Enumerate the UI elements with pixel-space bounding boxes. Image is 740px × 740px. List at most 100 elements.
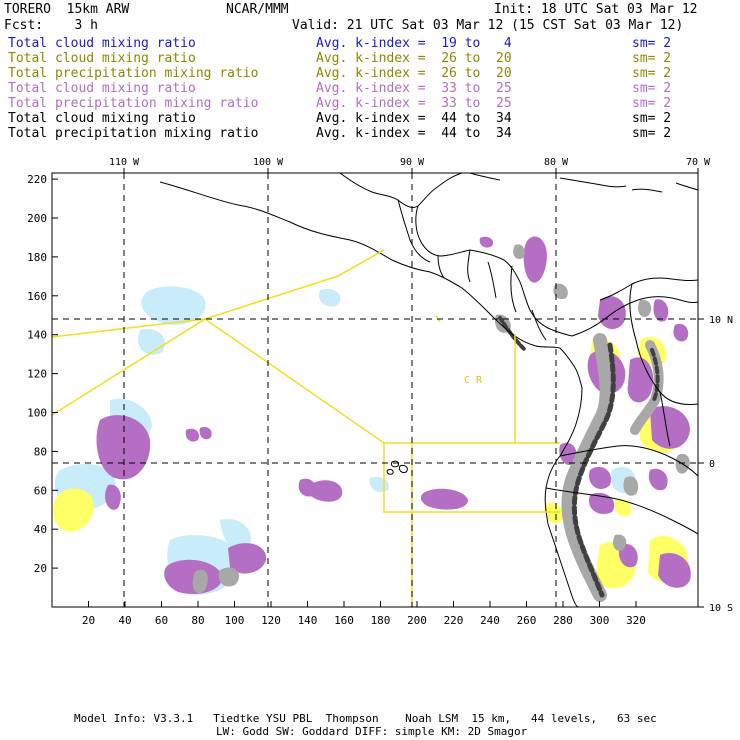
gray-cloud-area [218,567,240,587]
coastlines [159,173,698,607]
cyan-cloud-area [220,519,251,550]
legend-kindex: Avg. k-index = 44 to 34 [316,126,512,141]
lon-label: 80 W [544,157,569,168]
coastline [631,188,663,193]
legend-field: Total cloud mixing ratio [8,111,196,126]
lat-label: 10 S [709,603,733,614]
legend-sm: sm= 2 [632,126,672,141]
gray-cloud-area [513,244,525,260]
y-tick-label: 60 [34,484,47,497]
coastline [545,487,698,535]
purple-cloud-area [228,543,267,574]
coastline [386,469,394,475]
purple-cloud-area [199,426,212,440]
legend-sm: sm= 2 [632,36,672,51]
y-tick-label: 120 [27,368,47,381]
purple-cloud-area [310,480,343,502]
coastline [487,261,497,299]
coastline [391,259,561,349]
yellow-cloud-area [53,488,94,532]
legend-sm: sm= 2 [632,111,672,126]
coastline [415,205,471,257]
purple-cloud-area [185,428,200,442]
coastline [629,283,698,405]
purple-cloud-area [164,559,223,595]
legend-field: Total cloud mixing ratio [8,36,196,51]
region-boundary [52,318,560,444]
cyan-cloud-area [318,289,341,307]
center-label: NCAR/MMM [226,2,289,17]
latlon-grid [52,173,698,607]
region-boundary [52,318,206,338]
purple-cloud-area [589,492,615,515]
y-tick-label: 40 [34,523,47,536]
x-tick-label: 320 [626,614,646,627]
coastline [510,265,517,313]
coastline [467,249,471,283]
purple-cloud-area [420,488,468,510]
legend-sm: sm= 2 [632,66,672,81]
coastline [571,296,698,337]
gray-ridge-area [561,333,614,602]
legend-field: Total precipitation mixing ratio [8,96,259,111]
purple-cloud-area [523,236,547,283]
region-label: C R [464,375,483,386]
legend-kindex: Avg. k-index = 26 to 20 [316,51,512,66]
x-tick-label: 220 [444,614,464,627]
purple-cloud-area [479,236,494,248]
gray-cloud-area [553,283,568,300]
legend-sm: sm= 2 [632,81,672,96]
coastline [559,177,627,188]
x-tick-label: 60 [155,614,168,627]
purple-cloud-area [105,484,121,510]
purple-cloud-area [589,466,611,490]
model-info: Model Info: V3.3.1 Tiedtke YSU PBL Thomp… [74,712,657,725]
x-tick-label: 260 [517,614,537,627]
legend-field: Total cloud mixing ratio [8,81,196,96]
physics-info: LW: Godd SW: Goddard DIFF: simple KM: 2D… [216,725,528,738]
region-boundary [383,443,560,513]
coastline [399,465,408,473]
x-tick-label: 180 [371,614,391,627]
y-tick-label: 80 [34,445,47,458]
model-title: TORERO 15km ARW [4,2,130,17]
coastline [559,347,583,389]
coastline [469,249,573,337]
legend-sm: sm= 2 [632,51,672,66]
coastline [437,255,445,279]
legend-field: Total cloud mixing ratio [8,51,196,66]
x-tick-label: 80 [191,614,204,627]
y-tick-label: 180 [27,251,47,264]
purple-cloud-area [598,296,626,330]
axis-ticks: 20 40 60 80 100 120 140 160 180 200 220 240 260 280 30… [27,157,733,627]
yellow-cloud-area [614,498,632,517]
lat-label: 0 [709,459,715,470]
coastline [397,199,431,263]
purple-cloud-area [650,406,690,449]
dark-ridge-core [498,316,527,352]
y-tick-label: 20 [34,562,47,575]
legend-kindex: Avg. k-index = 26 to 20 [316,66,512,81]
lat-label: 10 N [709,315,733,326]
x-tick-label: 240 [480,614,500,627]
legend-sm: sm= 2 [632,96,672,111]
x-tick-label: 140 [298,614,318,627]
coastline [159,181,393,261]
gray-cloud-area [612,534,627,551]
legend-kindex: Avg. k-index = 33 to 25 [316,81,512,96]
purple-cloud-area [618,543,638,568]
purple-cloud-area [648,468,668,491]
x-tick-label: 160 [334,614,354,627]
legend-field: Total precipitation mixing ratio [8,66,259,81]
y-tick-label: 220 [27,173,47,186]
purple-cloud-area [658,552,691,588]
coastline [544,387,583,607]
x-tick-label: 100 [225,614,245,627]
coastline [599,277,698,301]
legend-field: Total precipitation mixing ratio [8,126,259,141]
legend-kindex: Avg. k-index = 19 to 4 [316,36,512,51]
dark-ridge-core [571,342,616,598]
y-tick-label: 100 [27,407,47,420]
x-tick-label: 120 [261,614,281,627]
